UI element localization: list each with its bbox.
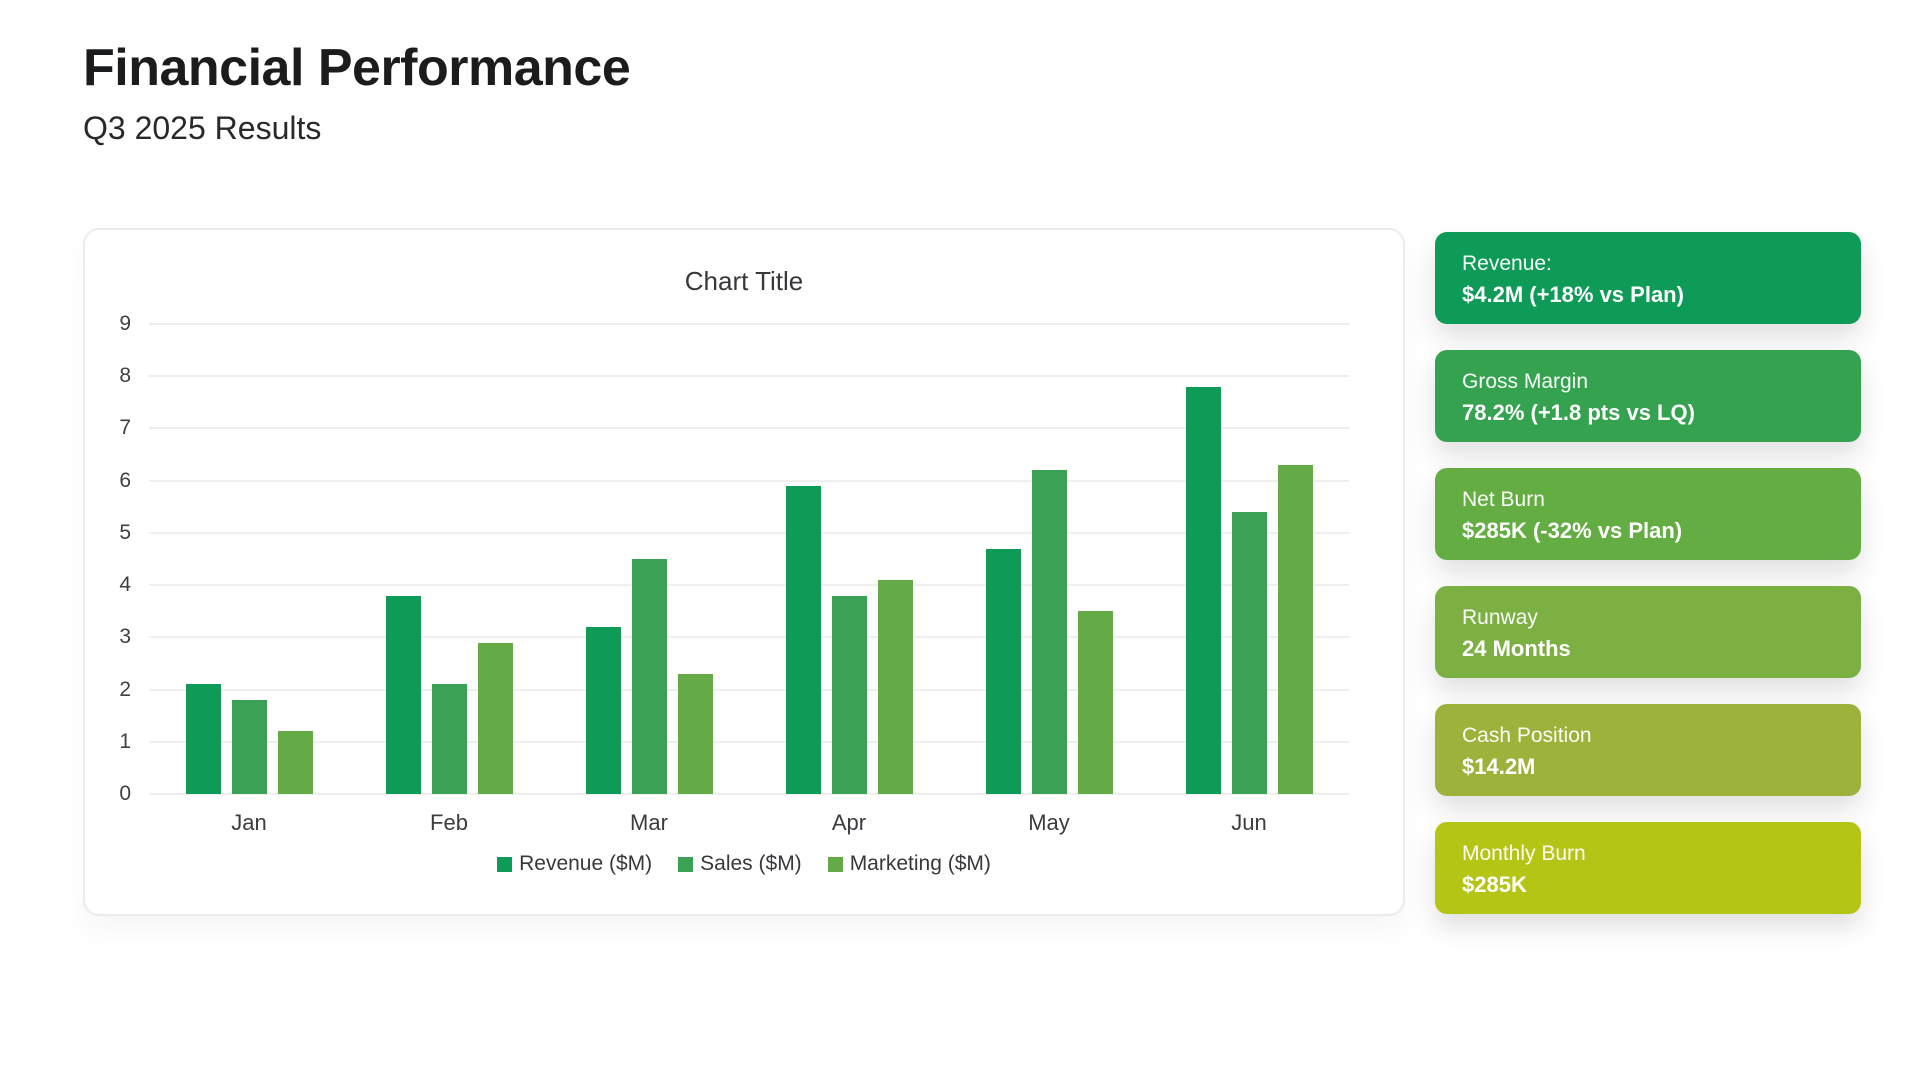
revenue-bar-jun [1185, 386, 1221, 794]
kpi-card-value: 78.2% (+1.8 pts vs LQ) [1462, 400, 1695, 425]
gridline-y8 [149, 375, 1349, 378]
bar-group-jan [149, 324, 349, 794]
sales-bar-apr [831, 595, 867, 794]
revenue-bar-apr [785, 485, 821, 794]
bar-group-feb [349, 324, 549, 794]
kpi-card-value: $285K (-32% vs Plan) [1462, 518, 1683, 543]
y-axis-tick-label: 2 [119, 677, 131, 701]
legend: Revenue ($M) Sales ($M) Marketing ($M) [85, 852, 1403, 876]
sales-bar-jan [231, 700, 267, 794]
x-axis-label-feb: Feb [430, 810, 468, 835]
legend-item-marketing: Marketing ($M) [827, 852, 991, 876]
kpi-card-label: Net Burn [1462, 488, 1545, 511]
gridline-y7 [149, 427, 1349, 430]
legend-item-revenue: Revenue ($M) [497, 852, 652, 876]
gridline-y4 [149, 584, 1349, 587]
bar-group-apr [749, 324, 949, 794]
marketing-bar-may [1077, 611, 1113, 794]
gridline-y1 [149, 740, 1349, 743]
marketing-bar-jan [277, 731, 313, 794]
x-axis-label-mar: Mar [630, 810, 668, 835]
kpi-card-label: Gross Margin [1462, 370, 1589, 393]
y-axis-tick-label: 1 [119, 729, 131, 753]
revenue-bar-may [985, 548, 1021, 794]
y-axis-tick-label: 7 [119, 416, 131, 440]
page-subtitle: Q3 2025 Results [83, 110, 322, 146]
x-axis-label-may: May [1028, 810, 1070, 835]
y-axis-tick-label: 9 [119, 312, 131, 335]
legend-label: Sales ($M) [700, 852, 802, 875]
x-axis-label-jun: Jun [1231, 810, 1267, 835]
sales-bar-jun [1231, 512, 1267, 794]
gridline-y3 [149, 636, 1349, 639]
marketing-bar-jun [1277, 465, 1313, 794]
gridline-y0 [149, 793, 1349, 795]
kpi-card-label: Monthly Burn [1462, 842, 1586, 865]
bar-group-jun [1149, 324, 1349, 794]
gridline-y9 [149, 323, 1349, 325]
kpi-card-monthly-burn: Monthly Burn $285K [1435, 822, 1861, 914]
sales-bar-may [1031, 470, 1067, 794]
page-header: Financial Performance Q3 2025 Results [83, 38, 631, 147]
y-axis-tick-label: 6 [119, 468, 131, 492]
chart-card: Chart Title 0 1 2 3 4 5 6 7 8 9 Jan Feb Mar Apr May Jun… [83, 228, 1405, 916]
sales-bar-feb [431, 684, 467, 794]
kpi-card-label: Revenue: [1462, 252, 1552, 275]
chart-title: Chart Title [684, 266, 804, 296]
revenue-bar-feb [385, 595, 421, 794]
bar-group-may [949, 324, 1149, 794]
kpi-card-label: Runway [1462, 606, 1538, 629]
legend-swatch-icon [678, 856, 694, 872]
y-axis-tick-label: 4 [119, 573, 131, 597]
y-axis-tick-label: 3 [119, 625, 131, 649]
kpi-column: Revenue: $4.2M (+18% vs Plan) Gross Margin… [1435, 232, 1861, 940]
gridline-y5 [149, 531, 1349, 534]
legend-label: Revenue ($M) [519, 852, 653, 875]
kpi-card-cash-position: Cash Position $14.2M [1435, 704, 1861, 796]
sales-bar-mar [631, 559, 667, 794]
kpi-card-value: $285K [1462, 872, 1527, 897]
kpi-card-value: $14.2M [1462, 754, 1536, 779]
y-axis-tick-label: 0 [119, 782, 131, 805]
legend-label: Marketing ($M) [849, 852, 991, 875]
bar-group-mar [549, 324, 749, 794]
gridline-y6 [149, 479, 1349, 482]
marketing-bar-mar [677, 673, 713, 794]
legend-item-sales: Sales ($M) [678, 852, 802, 876]
kpi-card-gross-margin: Gross Margin 78.2% (+1.8 pts vs LQ) [1435, 350, 1861, 442]
plot-area: 0 1 2 3 4 5 6 7 8 9 Jan Feb Mar Apr May Jun [119, 312, 1349, 835]
kpi-card-value: 24 Months [1462, 636, 1571, 661]
gridline-y2 [149, 688, 1349, 691]
legend-swatch-icon [827, 856, 843, 872]
revenue-bar-mar [585, 626, 621, 794]
kpi-card-label: Cash Position [1462, 724, 1592, 747]
marketing-bar-apr [877, 579, 913, 794]
x-axis-label-jan: Jan [231, 810, 267, 835]
y-axis-tick-label: 8 [119, 364, 131, 388]
revenue-bar-jan [185, 684, 221, 794]
legend-swatch-icon [497, 856, 513, 872]
page-title: Financial Performance [83, 39, 631, 97]
kpi-card-value: $4.2M (+18% vs Plan) [1462, 282, 1684, 307]
kpi-card-runway: Runway 24 Months [1435, 586, 1861, 678]
kpi-card-net-burn: Net Burn $285K (-32% vs Plan) [1435, 468, 1861, 560]
kpi-card-revenue: Revenue: $4.2M (+18% vs Plan) [1435, 232, 1861, 324]
marketing-bar-feb [477, 642, 513, 794]
y-axis-tick-label: 5 [119, 520, 131, 544]
x-axis-label-apr: Apr [831, 810, 867, 835]
